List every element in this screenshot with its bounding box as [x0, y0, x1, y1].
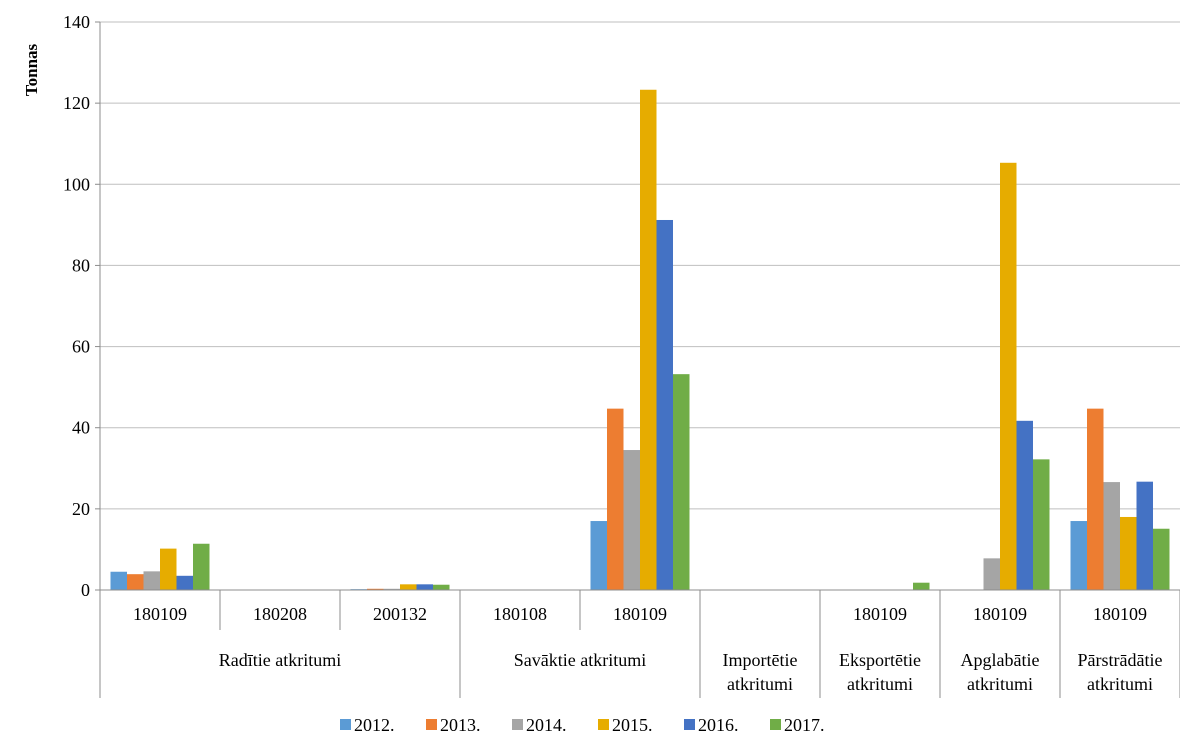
bar-2017-7 — [1033, 459, 1050, 590]
category-label: 180108 — [493, 604, 547, 624]
legend-swatch — [598, 719, 609, 730]
y-tick-label: 60 — [72, 337, 90, 357]
bar-2017-0 — [193, 543, 210, 590]
legend-entry: 2014. — [526, 715, 567, 735]
category-label: 180109 — [613, 604, 667, 624]
bar-2016-8 — [1136, 481, 1153, 590]
bar-2016-4 — [656, 219, 673, 590]
category-label: 180109 — [853, 604, 907, 624]
group-label: Apglabātie — [961, 650, 1040, 670]
legend-swatch — [512, 719, 523, 730]
x-category-labels: 180109 180208 200132 Radītie atkritumi 18010… — [133, 604, 1162, 694]
bar-2015-4 — [640, 89, 657, 591]
bar-2015-8 — [1120, 516, 1137, 590]
bar-2012-4 — [590, 521, 607, 590]
bar-2015-0 — [160, 548, 177, 590]
bar-2014-4 — [623, 450, 640, 590]
bar-2013-2 — [367, 588, 384, 590]
legend-entry: 2016. — [698, 715, 739, 735]
bar-2017-2 — [433, 584, 450, 590]
bar-2016-2 — [416, 584, 433, 590]
bar-2013-0 — [127, 574, 144, 590]
y-axis-label: Tonnas — [22, 43, 41, 96]
y-tick-label: 80 — [72, 255, 90, 275]
legend-swatch — [684, 719, 695, 730]
legend-entry: 2015. — [612, 715, 653, 735]
bar-2014-7 — [983, 558, 1000, 590]
legend-entry: 2012. — [354, 715, 395, 735]
y-tick-label: 100 — [63, 174, 90, 194]
bar-2014-8 — [1103, 482, 1120, 590]
bar-2017-8 — [1153, 528, 1170, 590]
y-tick-label: 0 — [81, 580, 90, 600]
y-tick-labels: 0 20 40 60 80 100 120 140 — [63, 12, 90, 600]
bar-2014-0 — [143, 571, 160, 590]
group-label: Savāktie atkritumi — [514, 650, 646, 670]
bar-2013-8 — [1087, 408, 1104, 590]
bar-2015-7 — [1000, 162, 1017, 591]
legend-entry: 2017. — [784, 715, 825, 735]
bar-2016-0 — [176, 575, 193, 590]
y-tick-label: 140 — [63, 12, 90, 32]
group-label: atkritumi — [967, 674, 1033, 694]
category-label: 200132 — [373, 604, 427, 624]
bar-2017-4 — [673, 374, 690, 590]
group-label: Radītie atkritumi — [219, 650, 341, 670]
legend-swatch — [340, 719, 351, 730]
group-label: atkritumi — [1087, 674, 1153, 694]
category-label: 180109 — [973, 604, 1027, 624]
axes — [95, 21, 1180, 698]
bar-2016-7 — [1016, 420, 1033, 590]
bar-2012-8 — [1070, 521, 1087, 590]
legend: 2012. 2013. 2014. 2015. 2016. 2017. — [340, 715, 825, 735]
group-label: atkritumi — [727, 674, 793, 694]
category-label: 180109 — [1093, 604, 1147, 624]
category-label: 180208 — [253, 604, 307, 624]
category-label: 180109 — [133, 604, 187, 624]
bar-2017-6 — [913, 582, 930, 590]
group-label: Eksportētie — [839, 650, 921, 670]
bar-2012-0 — [110, 571, 127, 590]
bars — [110, 89, 1170, 591]
y-tick-label: 120 — [63, 93, 90, 113]
y-tick-label: 40 — [72, 418, 90, 438]
y-tick-label: 20 — [72, 499, 90, 519]
bar-2015-2 — [400, 584, 417, 590]
legend-swatch — [426, 719, 437, 730]
group-label: Pārstrādātie — [1078, 650, 1163, 670]
bar-2014-2 — [383, 588, 400, 590]
bar-2013-4 — [607, 408, 624, 590]
legend-swatch — [770, 719, 781, 730]
group-label: atkritumi — [847, 674, 913, 694]
group-label: Importētie — [723, 650, 798, 670]
legend-entry: 2013. — [440, 715, 481, 735]
